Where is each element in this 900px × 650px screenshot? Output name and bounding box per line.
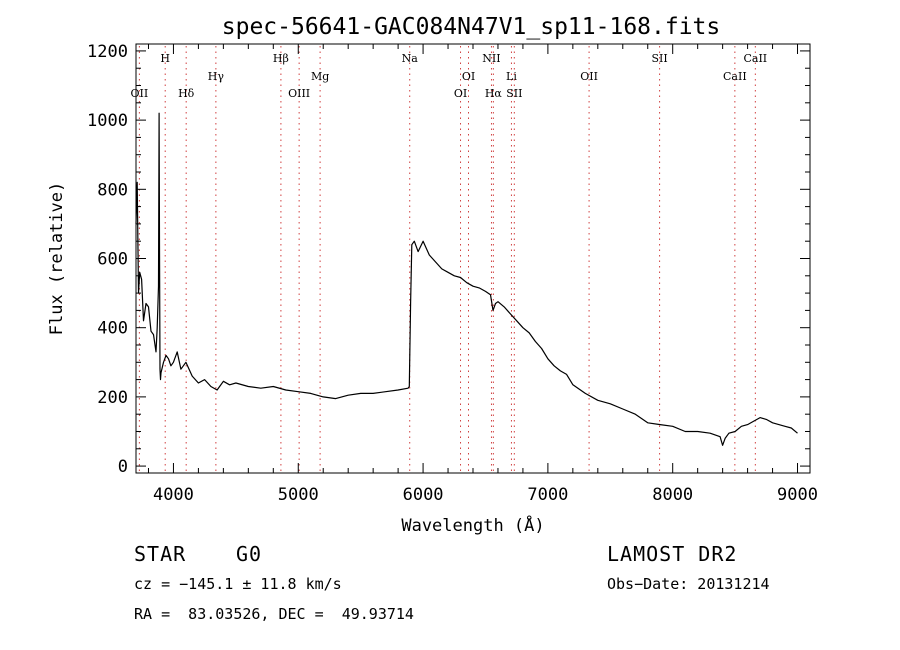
survey-name: LAMOST DR2 — [607, 542, 738, 566]
line-label: OIII — [288, 87, 310, 100]
line-label: Na — [402, 52, 419, 65]
x-tick-label: 8000 — [652, 485, 693, 505]
line-label: Mg — [311, 70, 329, 83]
object-subclass: G0 — [236, 542, 263, 566]
x-axis-label: Wavelength (Å) — [401, 514, 544, 536]
line-label: OII — [131, 87, 149, 100]
x-tick-label: 5000 — [278, 485, 319, 505]
line-label: CaII — [743, 52, 767, 65]
line-label: SII — [651, 52, 667, 65]
spectrum-line — [135, 112, 798, 446]
line-label: OII — [580, 70, 598, 83]
y-axis-label: Flux (relative) — [47, 182, 67, 336]
x-tick-label: 7000 — [527, 485, 568, 505]
line-label: Hβ — [273, 52, 289, 65]
y-tick-label: 200 — [97, 388, 128, 408]
line-label: Hγ — [208, 70, 225, 83]
redshift-text: cz = −145.1 ± 11.8 km/s — [134, 575, 342, 593]
object-class: STAR — [134, 542, 187, 566]
plot-frame — [135, 43, 811, 474]
line-label: OI — [454, 87, 467, 100]
line-label: SII — [506, 87, 522, 100]
y-tick-label: 800 — [97, 180, 128, 200]
line-label: CaII — [723, 70, 747, 83]
x-tick-label: 9000 — [777, 485, 818, 505]
x-tick-label: 6000 — [403, 485, 444, 505]
line-label: OI — [462, 70, 475, 83]
y-tick-label: 1200 — [87, 42, 128, 62]
line-label: Hδ — [178, 87, 195, 100]
y-tick-label: 0 — [118, 457, 128, 477]
line-label: NII — [482, 52, 500, 65]
y-tick-label: 400 — [97, 319, 128, 339]
y-tick-label: 600 — [97, 250, 128, 270]
coordinates-text: RA = 83.03526, DEC = 49.93714 — [134, 605, 414, 623]
y-tick-label: 1000 — [87, 111, 128, 131]
line-label: H — [160, 52, 170, 65]
line-label: Li — [506, 70, 517, 83]
observation-date: Obs−Date: 20131214 — [607, 575, 770, 593]
line-label: Hα — [485, 87, 503, 100]
x-tick-label: 4000 — [153, 485, 194, 505]
chart-title: spec-56641-GAC084N47V1_sp11-168.fits — [222, 14, 721, 40]
